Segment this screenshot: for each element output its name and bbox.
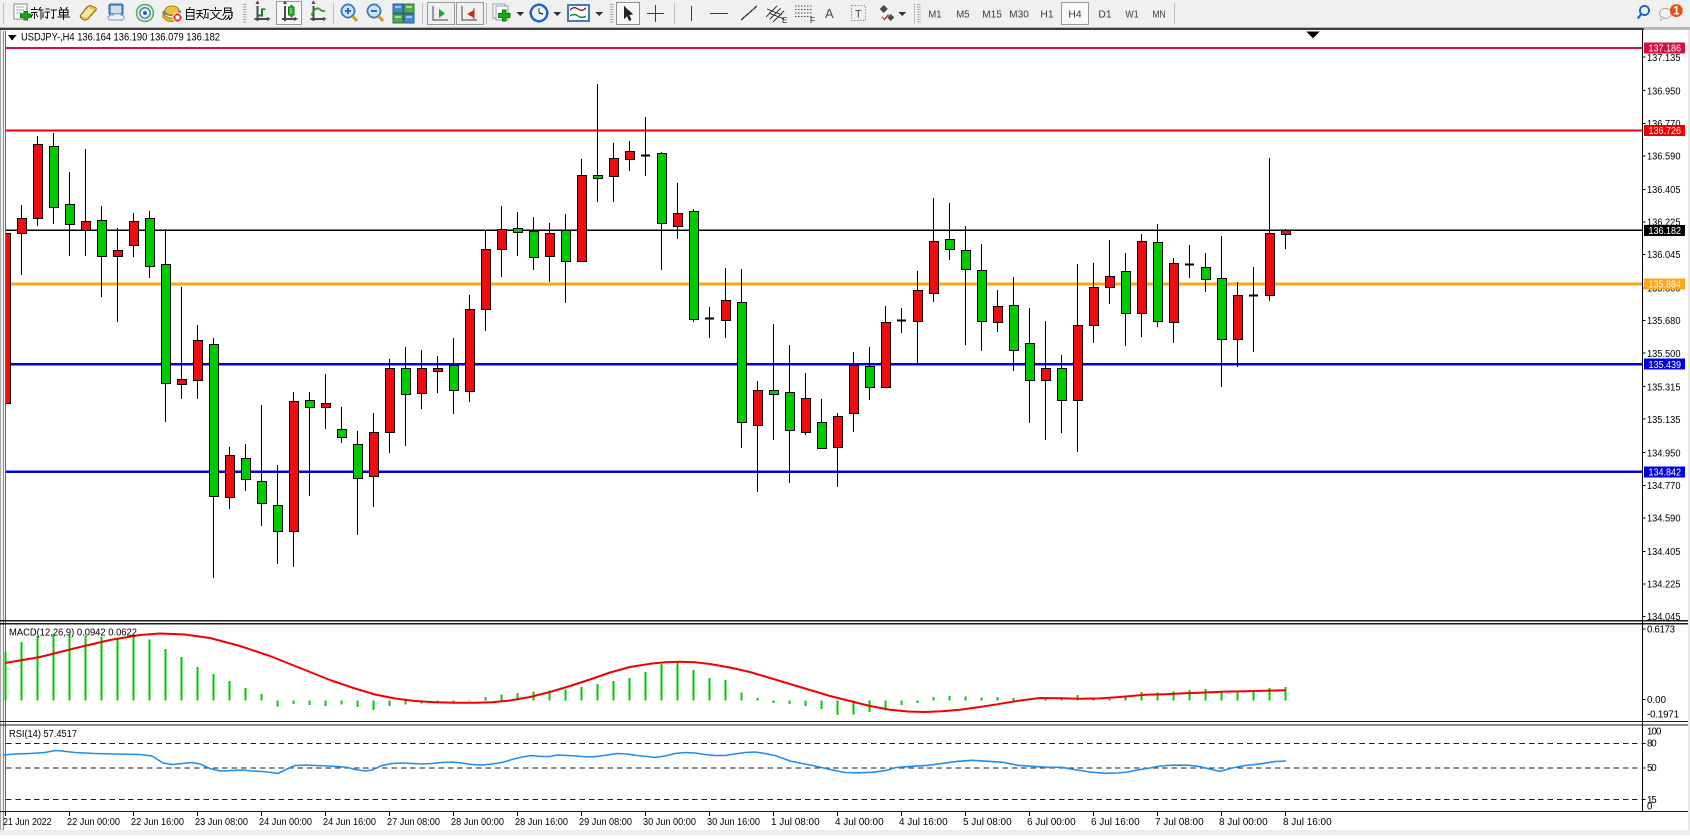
svg-text:E: E: [782, 16, 787, 25]
svg-text:28 Jun 00:00: 28 Jun 00:00: [451, 817, 505, 828]
svg-text:4 Jul 16:00: 4 Jul 16:00: [899, 817, 948, 828]
svg-text:M5: M5: [956, 9, 969, 21]
svg-text:29 Jun 08:00: 29 Jun 08:00: [579, 817, 633, 828]
svg-text:135.439: 135.439: [1649, 360, 1682, 371]
svg-text:135.680: 135.680: [1647, 316, 1681, 327]
svg-text:6 Jul 00:00: 6 Jul 00:00: [1027, 817, 1076, 828]
svg-text:23 Jun 08:00: 23 Jun 08:00: [195, 817, 249, 828]
svg-text:8 Jul 00:00: 8 Jul 00:00: [1219, 817, 1268, 828]
svg-text:136.182: 136.182: [1649, 226, 1682, 237]
svg-text:4 Jul 00:00: 4 Jul 00:00: [835, 817, 884, 828]
svg-text:MACD(12,26,9) 0.0942 0.0622: MACD(12,26,9) 0.0942 0.0622: [9, 627, 137, 638]
svg-text:80: 80: [1647, 738, 1657, 749]
svg-text:21 Jun 2022: 21 Jun 2022: [3, 817, 52, 828]
svg-text:15: 15: [1647, 795, 1657, 806]
svg-text:24 Jun 00:00: 24 Jun 00:00: [259, 817, 313, 828]
svg-text:136.770: 136.770: [1647, 119, 1681, 130]
svg-text:USDJPY-,H4 136.164 136.190 13: USDJPY-,H4 136.164 136.190 136.079 136.1…: [21, 31, 220, 43]
svg-text:0: 0: [1647, 802, 1653, 813]
svg-text:135.500: 135.500: [1647, 349, 1681, 360]
svg-text:135.135: 135.135: [1647, 415, 1681, 426]
svg-text:-0.1971: -0.1971: [1647, 710, 1679, 721]
svg-text:136.405: 136.405: [1647, 185, 1681, 196]
svg-text:M15: M15: [982, 9, 1002, 21]
svg-text:6 Jul 16:00: 6 Jul 16:00: [1091, 817, 1140, 828]
svg-text:MN: MN: [1152, 9, 1165, 21]
svg-text:134.590: 134.590: [1647, 514, 1681, 525]
svg-text:136.045: 136.045: [1647, 250, 1681, 261]
svg-text:5 Jul 08:00: 5 Jul 08:00: [963, 817, 1012, 828]
svg-text:100: 100: [1647, 727, 1662, 738]
svg-text:135.315: 135.315: [1647, 382, 1681, 393]
svg-text:W1: W1: [1125, 9, 1138, 21]
svg-text:134.770: 134.770: [1647, 481, 1681, 492]
svg-text:134.045: 134.045: [1647, 612, 1681, 623]
svg-text:H4: H4: [1068, 9, 1081, 21]
svg-text:D1: D1: [1098, 9, 1111, 21]
svg-text:RSI(14) 57.4517: RSI(14) 57.4517: [9, 729, 77, 740]
svg-text:135.884: 135.884: [1649, 280, 1682, 291]
svg-text:0.6173: 0.6173: [1647, 625, 1675, 636]
svg-text:137.135: 137.135: [1647, 53, 1681, 64]
svg-text:50: 50: [1647, 763, 1657, 774]
svg-text:28 Jun 16:00: 28 Jun 16:00: [515, 817, 569, 828]
svg-text:M1: M1: [928, 9, 941, 21]
svg-text:F: F: [810, 16, 815, 25]
svg-text:7 Jul 08:00: 7 Jul 08:00: [1155, 817, 1204, 828]
svg-text:A: A: [825, 6, 834, 21]
svg-text:27 Jun 08:00: 27 Jun 08:00: [387, 817, 441, 828]
svg-text:30 Jun 00:00: 30 Jun 00:00: [643, 817, 697, 828]
svg-text:134.842: 134.842: [1649, 467, 1682, 478]
svg-text:134.405: 134.405: [1647, 547, 1681, 558]
svg-text:134.950: 134.950: [1647, 448, 1681, 459]
svg-text:22 Jun 00:00: 22 Jun 00:00: [67, 817, 121, 828]
svg-text:1: 1: [1673, 6, 1680, 18]
svg-text:H1: H1: [1040, 9, 1053, 21]
svg-text:136.726: 136.726: [1649, 126, 1682, 137]
svg-text:134.225: 134.225: [1647, 580, 1681, 591]
svg-text:T: T: [855, 9, 862, 21]
svg-text:30 Jun 16:00: 30 Jun 16:00: [707, 817, 761, 828]
svg-text:24 Jun 16:00: 24 Jun 16:00: [323, 817, 377, 828]
svg-text:0.00: 0.00: [1647, 695, 1667, 706]
svg-text:M30: M30: [1009, 9, 1029, 21]
svg-text:8 Jul 16:00: 8 Jul 16:00: [1283, 817, 1332, 828]
svg-text:136.950: 136.950: [1647, 86, 1681, 97]
svg-text:136.590: 136.590: [1647, 152, 1681, 163]
svg-text:137.186: 137.186: [1649, 44, 1682, 55]
svg-text:22 Jun 16:00: 22 Jun 16:00: [131, 817, 185, 828]
svg-text:1 Jul 08:00: 1 Jul 08:00: [771, 817, 820, 828]
svg-text:136.225: 136.225: [1647, 218, 1681, 229]
